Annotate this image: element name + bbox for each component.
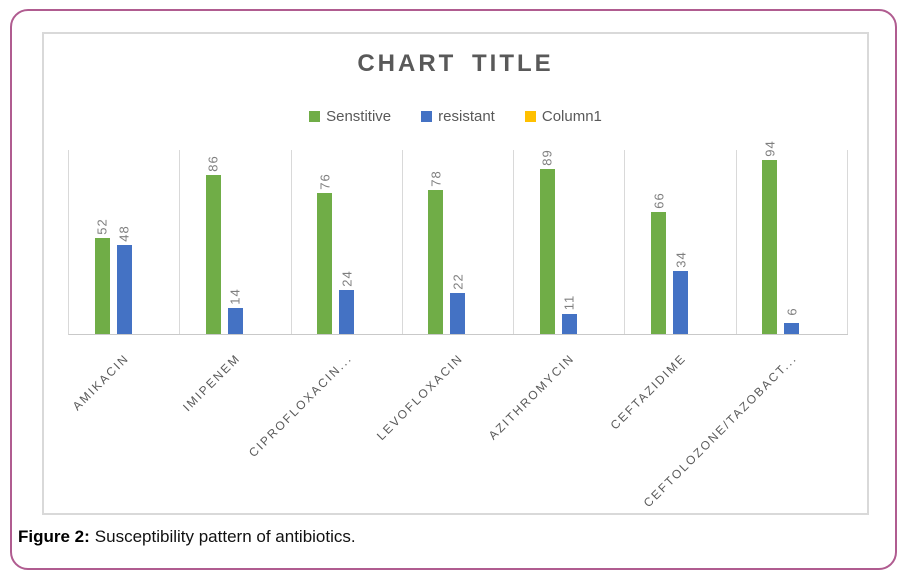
bar-resistant: 24	[339, 270, 355, 334]
bar-group: 89 11	[514, 150, 624, 334]
bar-group: 76 24	[292, 174, 402, 334]
bar-group: 86 14	[180, 155, 290, 334]
legend-item-senstitive: Senstitive	[309, 108, 391, 125]
x-axis-label: IMIPENEM	[179, 351, 244, 415]
figure-caption-label: Figure 2:	[18, 527, 90, 546]
legend-label: Column1	[541, 108, 602, 125]
category-cell: 89 11	[514, 150, 626, 334]
legend-swatch-icon	[421, 111, 433, 122]
bar-senstitive: 94	[762, 140, 778, 334]
bar-value-label: 89	[539, 149, 555, 167]
legend-swatch-icon	[524, 111, 536, 122]
bar-value-label: 11	[561, 294, 577, 310]
bar-senstitive: 78	[428, 170, 444, 334]
figure-caption: Figure 2: Susceptibility pattern of antib…	[18, 527, 356, 547]
bar-group: 78 22	[403, 170, 513, 334]
plot-area: 52 48 86 14 76 24 78 22 89 11 66 34 94 6	[68, 140, 848, 335]
x-axis-label: CEFTAZIDIME	[607, 351, 689, 433]
bar-resistant: 34	[673, 251, 689, 334]
bar-value-label: 66	[651, 192, 667, 209]
legend-label: Senstitive	[326, 108, 392, 125]
x-axis-label: CEFTOLOZONE/TAZOBACT...	[641, 351, 801, 511]
category-cell: 52 48	[69, 150, 181, 334]
legend-item-resistant: resistant	[421, 108, 495, 125]
bar-resistant: 11	[561, 294, 577, 334]
legend-item-column1: Column1	[524, 108, 602, 125]
bar-value-label: 76	[317, 173, 333, 191]
bar-value-label: 24	[339, 269, 355, 287]
bar-resistant: 14	[227, 288, 243, 334]
x-axis-label: CIPROFLOXACIN...	[245, 351, 355, 460]
bar-senstitive: 76	[317, 174, 333, 334]
bar-value-label: 86	[205, 155, 221, 172]
bar-senstitive: 52	[94, 218, 110, 334]
x-axis-label: LEVOFLOXACIN	[373, 351, 466, 443]
bar-value-label: 78	[428, 169, 444, 187]
x-axis-label: AZITHROMYCIN	[485, 351, 578, 443]
x-axis-labels: AMIKACIN IMIPENEM CIPROFLOXACIN... LEVOFLOX…	[68, 339, 848, 514]
bar-value-label: 34	[673, 251, 689, 268]
bar-senstitive: 66	[651, 192, 667, 334]
category-cell: 76 24	[292, 150, 403, 334]
chart-legend: Senstitive resistant Column1	[44, 108, 867, 125]
bar-value-label: 22	[450, 273, 466, 291]
category-cell: 94 6	[737, 140, 848, 334]
legend-label: resistant	[438, 108, 495, 125]
chart-title: CHART TITLE	[357, 50, 554, 77]
category-cell: 66 34	[625, 150, 737, 334]
category-cell: 86 14	[180, 150, 292, 334]
bar-group: 94 6	[737, 140, 847, 334]
bar-resistant: 48	[116, 225, 132, 334]
bar-resistant: 6	[784, 307, 800, 334]
bar-group: 66 34	[625, 192, 735, 334]
bar-senstitive: 89	[539, 150, 555, 334]
bar-group: 52 48	[69, 218, 179, 334]
bar-value-label: 14	[227, 288, 243, 305]
chart-area: CHART TITLE Senstitive resistant Column1 5…	[42, 32, 869, 515]
category-cell: 78 22	[403, 150, 515, 334]
x-axis-label: AMIKACIN	[69, 351, 132, 414]
legend-swatch-icon	[309, 111, 321, 122]
bar-senstitive: 86	[205, 155, 221, 334]
bar-value-label: 52	[94, 218, 110, 235]
bar-resistant: 22	[450, 274, 466, 334]
bar-value-label: 94	[762, 140, 778, 157]
figure-border: CHART TITLE Senstitive resistant Column1 5…	[10, 9, 897, 570]
bar-value-label: 6	[784, 307, 800, 316]
bar-value-label: 48	[116, 225, 132, 242]
figure-caption-text: Susceptibility pattern of antibiotics.	[94, 527, 356, 546]
